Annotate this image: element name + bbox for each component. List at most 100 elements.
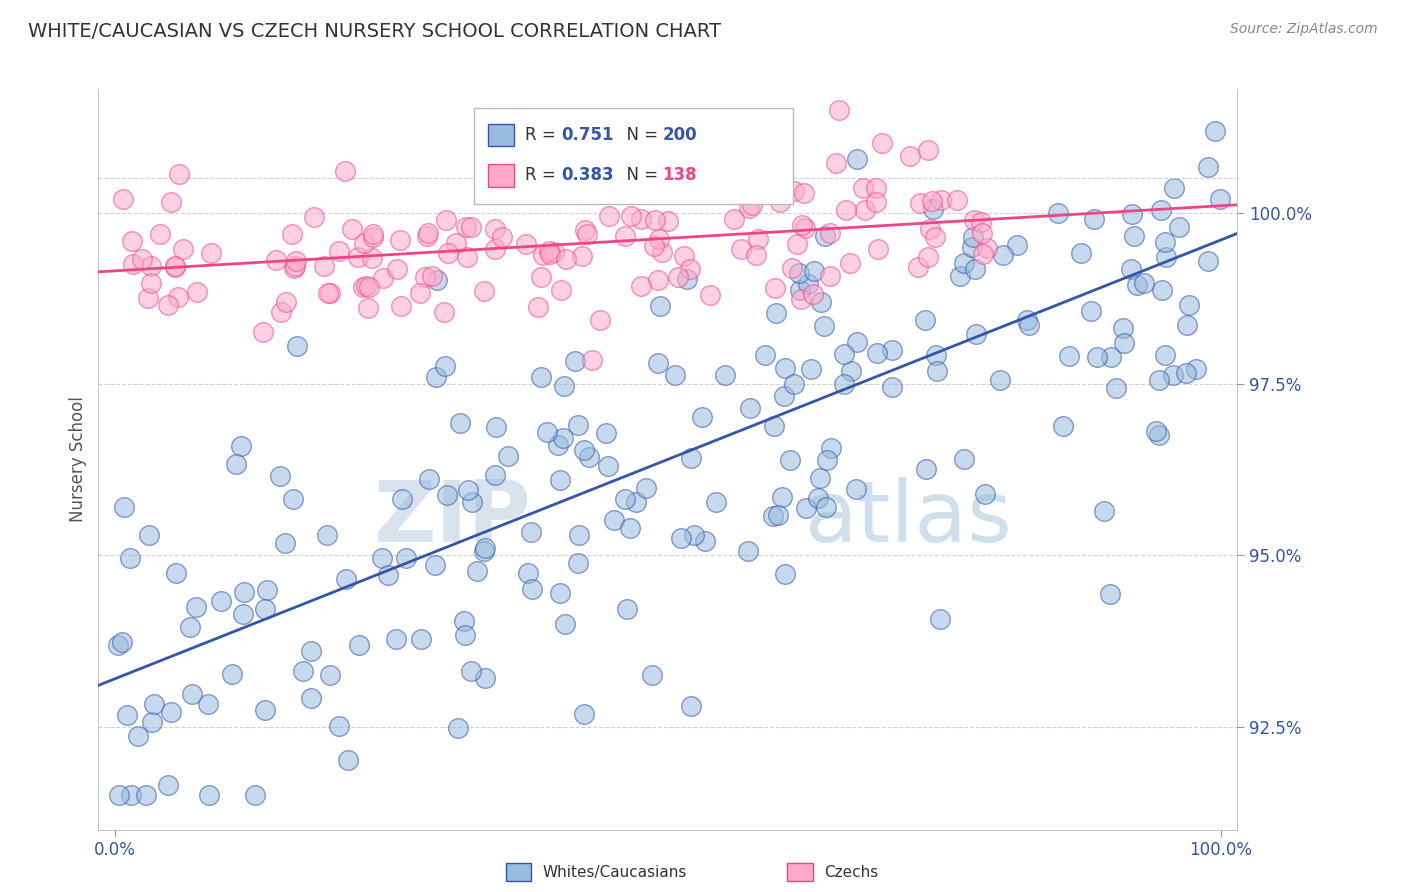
Point [433, 305, 456, 319]
Point [138, 527, 160, 541]
Point [472, 543, 495, 558]
Point [648, 299, 671, 313]
Point [454, 628, 477, 642]
Point [221, 667, 243, 681]
Point [1178, 298, 1201, 312]
Point [304, 210, 326, 224]
Point [522, 582, 544, 597]
Point [641, 668, 664, 682]
Point [870, 136, 893, 150]
Point [491, 230, 513, 244]
Point [793, 220, 815, 235]
Point [1197, 254, 1219, 268]
Point [780, 260, 803, 275]
Text: 0.383: 0.383 [561, 167, 614, 185]
Point [1175, 366, 1198, 380]
Point [976, 241, 998, 255]
Point [769, 194, 792, 209]
Point [792, 218, 814, 232]
Point [107, 789, 129, 803]
Point [620, 209, 643, 223]
Point [389, 299, 412, 313]
Point [1007, 238, 1029, 252]
Point [453, 615, 475, 629]
Point [274, 535, 297, 549]
Point [865, 180, 887, 194]
Point [779, 452, 801, 467]
Point [136, 291, 159, 305]
Point [115, 708, 138, 723]
Point [131, 252, 153, 267]
Point [763, 281, 786, 295]
Point [595, 425, 617, 440]
Point [571, 249, 593, 263]
Point [738, 202, 761, 216]
Point [917, 143, 939, 157]
Point [772, 166, 794, 180]
Point [1168, 220, 1191, 235]
Point [434, 213, 457, 227]
Point [666, 269, 689, 284]
Text: Source: ZipAtlas.com: Source: ZipAtlas.com [1230, 22, 1378, 37]
Point [787, 266, 810, 280]
Point [832, 347, 855, 361]
Point [415, 228, 437, 243]
Point [970, 215, 993, 229]
Point [517, 566, 540, 580]
Point [737, 544, 759, 558]
Point [229, 439, 252, 453]
Point [1133, 276, 1156, 290]
Point [527, 300, 550, 314]
Point [1121, 207, 1143, 221]
Point [651, 245, 673, 260]
Point [929, 612, 952, 626]
Point [845, 482, 868, 496]
Point [274, 294, 297, 309]
Point [851, 180, 873, 194]
Point [589, 313, 612, 327]
Point [762, 419, 785, 434]
Point [160, 705, 183, 719]
Point [284, 254, 307, 268]
Point [567, 557, 589, 571]
Point [690, 410, 713, 425]
Point [1057, 349, 1080, 363]
Point [564, 354, 586, 368]
Text: atlas: atlas [804, 477, 1012, 560]
Point [730, 243, 752, 257]
Point [920, 222, 942, 236]
Point [845, 152, 868, 166]
Text: R =: R = [524, 126, 561, 144]
Point [426, 272, 449, 286]
Point [813, 228, 835, 243]
Point [882, 379, 904, 393]
Point [686, 183, 709, 197]
Point [813, 318, 835, 333]
Point [1119, 262, 1142, 277]
Point [284, 259, 307, 273]
Point [786, 236, 808, 251]
Point [613, 228, 636, 243]
Point [647, 356, 669, 370]
Point [270, 304, 292, 318]
Point [127, 729, 149, 743]
Point [794, 501, 817, 516]
Point [1185, 362, 1208, 376]
Point [149, 227, 172, 241]
Point [972, 226, 994, 240]
Point [1052, 418, 1074, 433]
Point [679, 262, 702, 277]
Point [782, 184, 804, 198]
Point [832, 376, 855, 391]
Point [530, 269, 553, 284]
Point [485, 420, 508, 434]
Point [460, 495, 482, 509]
Point [880, 343, 903, 357]
Point [914, 312, 936, 326]
Point [1046, 206, 1069, 220]
Point [141, 260, 163, 274]
Point [1154, 348, 1177, 362]
Point [388, 233, 411, 247]
Point [1080, 304, 1102, 318]
Point [436, 246, 458, 260]
